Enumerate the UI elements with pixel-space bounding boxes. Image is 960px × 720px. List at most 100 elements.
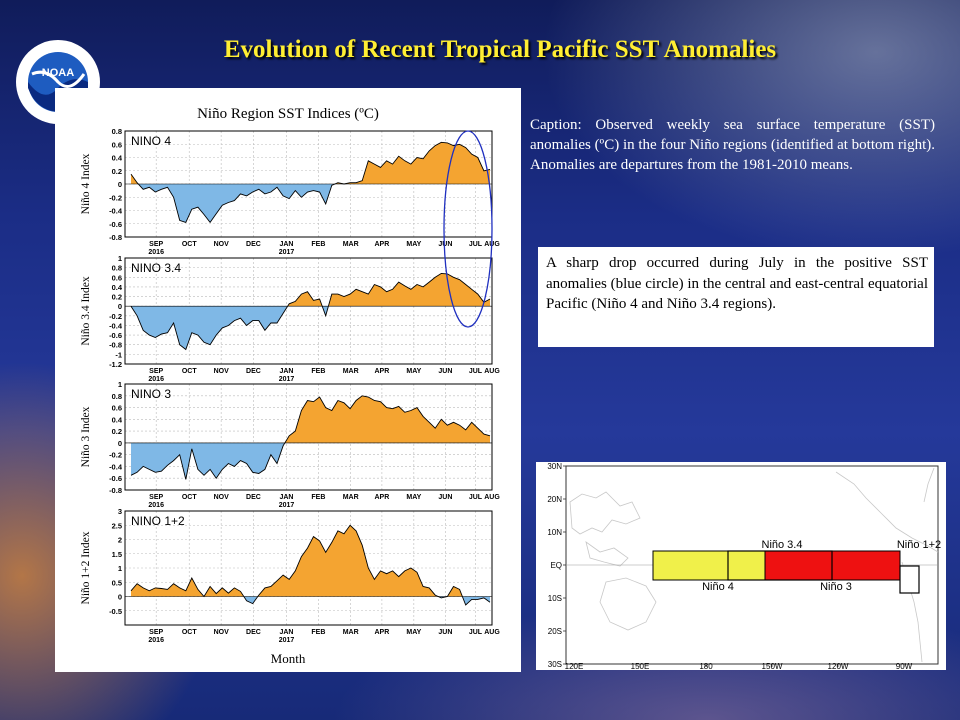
- y-tick-label: 0.4: [112, 415, 123, 424]
- x-tick-label: MAR: [343, 241, 359, 248]
- panel-3: -0.8 -0.6 -0.4 -0.2 0 0.2 0.4 0.6 0.8 1 NINO 3 Niño…: [80, 380, 500, 509]
- y-tick-label: 0.4: [112, 283, 123, 292]
- panel-frame: [124, 383, 493, 491]
- lat-label: EQ: [550, 561, 562, 570]
- y-tick-label: 0.8: [112, 392, 122, 401]
- y-tick-label: 1: [118, 380, 122, 389]
- region-label: Niño 4: [702, 581, 734, 593]
- positive-anomaly-area: [284, 395, 490, 443]
- y-tick-label: -0.8: [109, 233, 122, 242]
- lon-label: 180: [699, 662, 713, 670]
- region-label: Niño 1+2: [897, 539, 941, 551]
- x-tick-label: MAR: [343, 368, 359, 375]
- y-tick-label: 0: [118, 439, 122, 448]
- x-tick-label: SEP: [149, 241, 163, 248]
- x-tick-label: MAY: [406, 494, 421, 501]
- y-tick-label: 0.2: [112, 167, 122, 176]
- x-tick-label: APR: [375, 494, 390, 501]
- x-tick-label: DEC: [246, 241, 261, 248]
- x-tick-label: OCT: [182, 241, 198, 248]
- x-tick-label: JAN: [279, 494, 293, 501]
- y-tick-label: -0.2: [109, 193, 122, 202]
- x-tick-label: JAN: [279, 629, 293, 636]
- caption-text: Caption: Observed weekly sea surface tem…: [530, 117, 935, 173]
- y-tick-label: -0.6: [109, 474, 122, 483]
- panel-region-name: NINO 4: [131, 134, 171, 148]
- anomaly-line: [130, 524, 491, 606]
- lon-label: 120E: [565, 662, 584, 670]
- x-tick-label: 2017: [279, 502, 295, 509]
- panel-ylabel: Niño 3.4 Index: [80, 276, 92, 346]
- lat-label: 30N: [547, 462, 562, 471]
- region-label: Niño 3: [820, 581, 852, 593]
- x-tick-label: JUN: [438, 368, 452, 375]
- map-frame: 30N 20N 10N EQ 10S 20S 30S 120E 150E 180 150W 120W 9…: [547, 462, 938, 671]
- nino-regions-map-svg: 30N 20N 10N EQ 10S 20S 30S 120E 150E 180 150W 120W 9…: [547, 462, 941, 671]
- panel-1: -0.8 -0.6 -0.4 -0.2 0 0.2 0.4 0.6 0.8 NINO 4 Niño …: [80, 127, 500, 256]
- positive-anomaly-area: [287, 273, 490, 307]
- lat-label: 20S: [548, 627, 562, 636]
- x-tick-label: DEC: [246, 494, 261, 501]
- y-tick-label: 0.8: [112, 127, 122, 136]
- x-tick-label: JUL: [469, 629, 483, 636]
- region-nino12-box: [899, 565, 920, 594]
- x-tick-label: AUG: [484, 368, 500, 375]
- x-tick-label: 2016: [148, 376, 164, 383]
- x-tick-label: NOV: [214, 494, 230, 501]
- y-tick-label: 0.2: [112, 293, 122, 302]
- y-tick-label: 0.2: [112, 427, 122, 436]
- x-tick-label: JUN: [438, 241, 452, 248]
- lat-label: 10N: [547, 528, 562, 537]
- y-tick-label: -0.2: [109, 312, 122, 321]
- y-tick-label: -0.6: [109, 220, 122, 229]
- y-tick-label: 1: [118, 564, 122, 573]
- lon-label: 120W: [828, 662, 849, 670]
- y-tick-label: -0.4: [109, 462, 123, 471]
- x-tick-label: 2017: [279, 249, 295, 256]
- negative-anomaly-area: [131, 442, 490, 480]
- background-cloud: [540, 0, 960, 260]
- lon-label: 150E: [631, 662, 650, 670]
- panel-region-name: NINO 3: [131, 387, 171, 401]
- y-tick-label: 0: [118, 593, 122, 602]
- x-tick-label: 2016: [148, 249, 164, 256]
- region-label: Niño 3.4: [762, 539, 803, 551]
- x-tick-label: 2016: [148, 502, 164, 509]
- x-tick-label: SEP: [149, 494, 163, 501]
- x-tick-label: SEP: [149, 629, 163, 636]
- x-tick-label: OCT: [182, 368, 198, 375]
- y-tick-label: 2.5: [112, 521, 122, 530]
- panel-frame: [124, 257, 493, 365]
- x-tick-label: 2016: [148, 637, 164, 644]
- panel-frame: [124, 510, 493, 626]
- panel-frame: [124, 130, 493, 238]
- region-nino4-box: [652, 550, 766, 581]
- x-tick-label: DEC: [246, 368, 261, 375]
- x-tick-label: NOV: [214, 629, 230, 636]
- x-tick-label: APR: [375, 368, 390, 375]
- x-tick-label: FEB: [311, 241, 325, 248]
- y-tick-label: 0.4: [112, 154, 123, 163]
- lon-label: 150W: [762, 662, 783, 670]
- y-tick-label: 0.8: [112, 264, 122, 273]
- panel-ylabel: Niño 4 Index: [80, 153, 92, 214]
- x-tick-label: OCT: [182, 629, 198, 636]
- x-tick-label: JUL: [469, 494, 483, 501]
- y-tick-label: -1.2: [109, 360, 122, 369]
- x-tick-label: JAN: [279, 241, 293, 248]
- x-tick-label: FEB: [311, 368, 325, 375]
- x-tick-label: MAY: [406, 629, 421, 636]
- nino-regions: Niño 3.4 Niño 4 Niño 3 Niño 1+2: [652, 539, 941, 594]
- negative-anomaly-area: [131, 306, 490, 350]
- x-tick-label: JUL: [469, 241, 483, 248]
- panel-4: -0.5 0 0.5 1 1.5 2 2.5 3 NINO 1+2 Niño 1+2 Index S…: [80, 507, 500, 644]
- x-tick-label: MAR: [343, 629, 359, 636]
- y-tick-label: -0.4: [109, 207, 123, 216]
- y-tick-label: 0.6: [112, 273, 122, 282]
- anomaly-line: [130, 272, 491, 351]
- x-tick-label: DEC: [246, 629, 261, 636]
- y-tick-label: -0.4: [109, 321, 123, 330]
- note-box: A sharp drop occurred during July in the…: [538, 247, 934, 347]
- panel-2: -1.2-1-0.8-0.6-0.4-0.200.20.40.60.81 NINO…: [80, 254, 500, 383]
- x-tick-label: MAY: [406, 368, 421, 375]
